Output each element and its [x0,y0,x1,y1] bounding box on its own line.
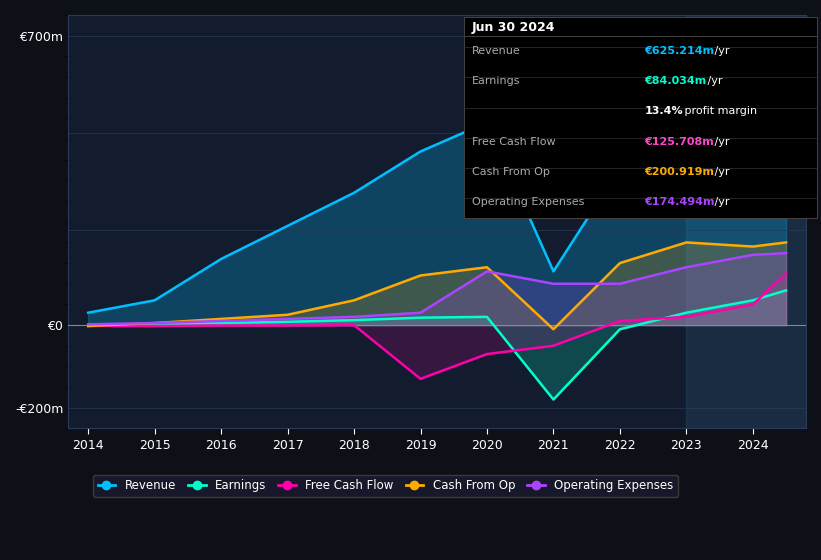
Text: /yr: /yr [711,167,730,177]
Text: profit margin: profit margin [681,106,758,116]
Text: €174.494m: €174.494m [644,197,715,207]
Text: €625.214m: €625.214m [644,46,714,56]
Text: €84.034m: €84.034m [644,76,707,86]
Text: Revenue: Revenue [472,46,521,56]
Text: /yr: /yr [711,137,730,147]
Text: Jun 30 2024: Jun 30 2024 [472,21,556,34]
Text: €200.919m: €200.919m [644,167,714,177]
Text: /yr: /yr [704,76,722,86]
Text: Operating Expenses: Operating Expenses [472,197,585,207]
Text: €125.708m: €125.708m [644,137,714,147]
Text: 13.4%: 13.4% [644,106,683,116]
Text: Earnings: Earnings [472,76,521,86]
Text: Cash From Op: Cash From Op [472,167,550,177]
Text: Free Cash Flow: Free Cash Flow [472,137,556,147]
Text: /yr: /yr [711,46,730,56]
Bar [686,15,806,428]
Text: /yr: /yr [711,197,730,207]
Legend: Revenue, Earnings, Free Cash Flow, Cash From Op, Operating Expenses: Revenue, Earnings, Free Cash Flow, Cash … [93,474,678,497]
